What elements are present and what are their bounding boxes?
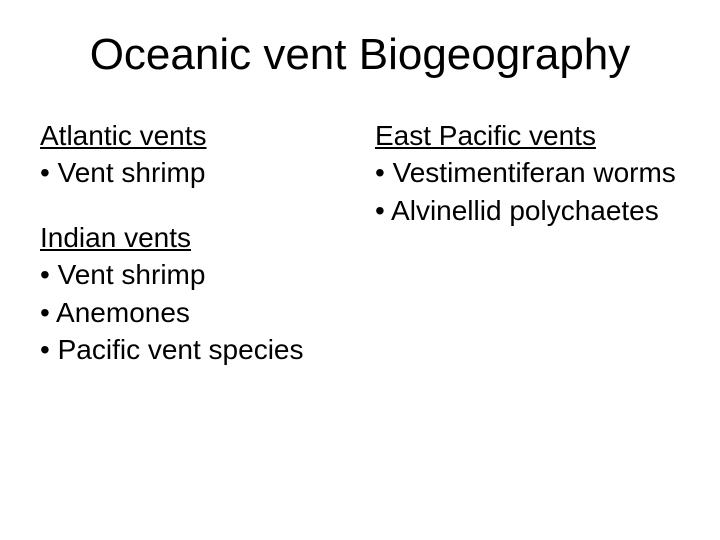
list-item: Pacific vent species [40, 331, 345, 369]
right-column: East Pacific vents Vestimentiferan worms… [375, 120, 680, 399]
list-item: Vestimentiferan worms [375, 154, 680, 192]
list-item: Alvinellid polychaetes [375, 192, 680, 230]
section-heading: East Pacific vents [375, 120, 680, 152]
slide-title: Oceanic vent Biogeography [40, 30, 680, 80]
list-item: Anemones [40, 294, 345, 332]
list-item: Vent shrimp [40, 256, 345, 294]
list-item: Vent shrimp [40, 154, 345, 192]
left-column: Atlantic vents Vent shrimp Indian vents … [40, 120, 345, 399]
bullet-list: Vent shrimp [40, 154, 345, 192]
slide: Oceanic vent Biogeography Atlantic vents… [0, 0, 720, 540]
section-atlantic: Atlantic vents Vent shrimp [40, 120, 345, 192]
section-heading: Indian vents [40, 222, 345, 254]
columns: Atlantic vents Vent shrimp Indian vents … [40, 120, 680, 399]
bullet-list: Vent shrimp Anemones Pacific vent specie… [40, 256, 345, 369]
section-indian: Indian vents Vent shrimp Anemones Pacifi… [40, 222, 345, 369]
bullet-list: Vestimentiferan worms Alvinellid polycha… [375, 154, 680, 230]
section-east-pacific: East Pacific vents Vestimentiferan worms… [375, 120, 680, 230]
section-heading: Atlantic vents [40, 120, 345, 152]
